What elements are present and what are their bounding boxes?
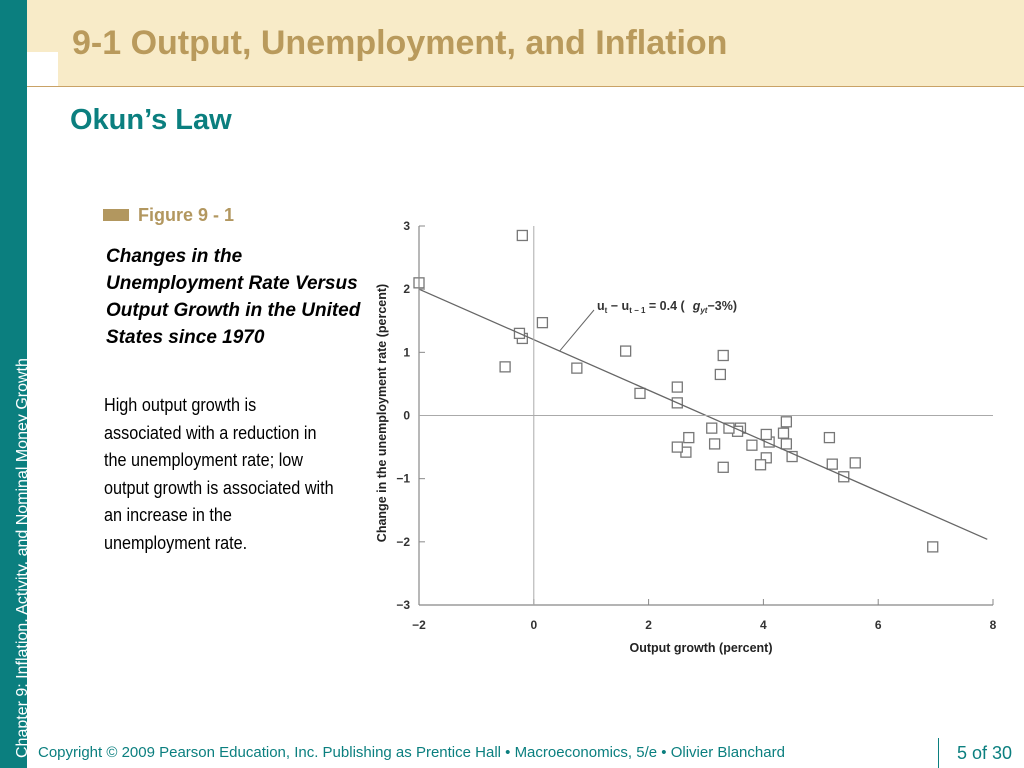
data-point — [780, 438, 793, 450]
y-tick-label: 1 — [403, 345, 410, 359]
x-tick-label: 4 — [760, 618, 767, 632]
figure-description: High output growth is associated with a … — [104, 395, 334, 553]
x-tick-label: 0 — [530, 618, 537, 632]
data-point — [671, 441, 683, 453]
x-tick-label: 6 — [875, 618, 882, 632]
data-point — [927, 541, 939, 553]
data-point — [634, 387, 646, 400]
data-point — [706, 422, 718, 434]
data-point — [708, 438, 721, 450]
fit-equation-annotation: ut − ut − 1 = 0.4 (gyt−3%) — [597, 299, 737, 315]
y-tick-label: −1 — [396, 472, 410, 486]
data-point — [516, 229, 528, 242]
y-tick-label: 3 — [403, 219, 410, 233]
data-point — [849, 457, 861, 469]
data-point — [499, 361, 511, 373]
data-point — [683, 431, 695, 444]
data-point — [786, 450, 798, 463]
title-band — [58, 0, 1024, 86]
y-tick-label: 0 — [403, 409, 410, 423]
data-point — [536, 316, 549, 329]
data-point — [717, 349, 729, 362]
data-point — [760, 452, 772, 464]
data-point — [746, 439, 758, 451]
data-point — [671, 381, 683, 393]
footer-copyright: Copyright © 2009 Pearson Education, Inc.… — [38, 744, 785, 761]
sidebar — [0, 0, 27, 768]
x-tick-label: 2 — [645, 618, 652, 632]
data-point — [826, 458, 838, 470]
x-tick-label: 8 — [990, 618, 997, 632]
data-point — [571, 362, 583, 374]
figure-label: Figure 9 - 1 — [138, 205, 235, 225]
footer-divider — [938, 738, 939, 768]
y-tick-label: −2 — [396, 535, 410, 549]
y-tick-label: −3 — [396, 598, 410, 612]
annotation-leader-line — [559, 309, 595, 352]
page-number: 5 of 30 — [956, 743, 1012, 763]
y-tick-label: 2 — [403, 282, 410, 296]
data-point — [760, 428, 772, 441]
section-subtitle: Okun’s Law — [70, 104, 232, 136]
data-point — [754, 459, 767, 471]
data-point — [823, 431, 836, 444]
data-point — [780, 416, 793, 428]
page-title: 9-1 Output, Unemployment, and Inflation — [72, 24, 728, 62]
y-axis-label: Change in the unemployment rate (percent… — [375, 284, 389, 542]
data-point — [777, 427, 790, 439]
title-divider — [27, 86, 1024, 87]
data-point — [619, 345, 632, 357]
figure-marker-icon — [103, 209, 129, 221]
x-axis-label: Output growth (percent) — [629, 641, 772, 655]
data-point — [717, 461, 729, 473]
title-accent — [27, 0, 58, 52]
x-tick-label: −2 — [412, 618, 426, 632]
fit-line — [418, 288, 988, 540]
figure-caption: Changes in the Unemployment Rate Versus … — [106, 246, 361, 348]
data-point — [714, 368, 726, 381]
